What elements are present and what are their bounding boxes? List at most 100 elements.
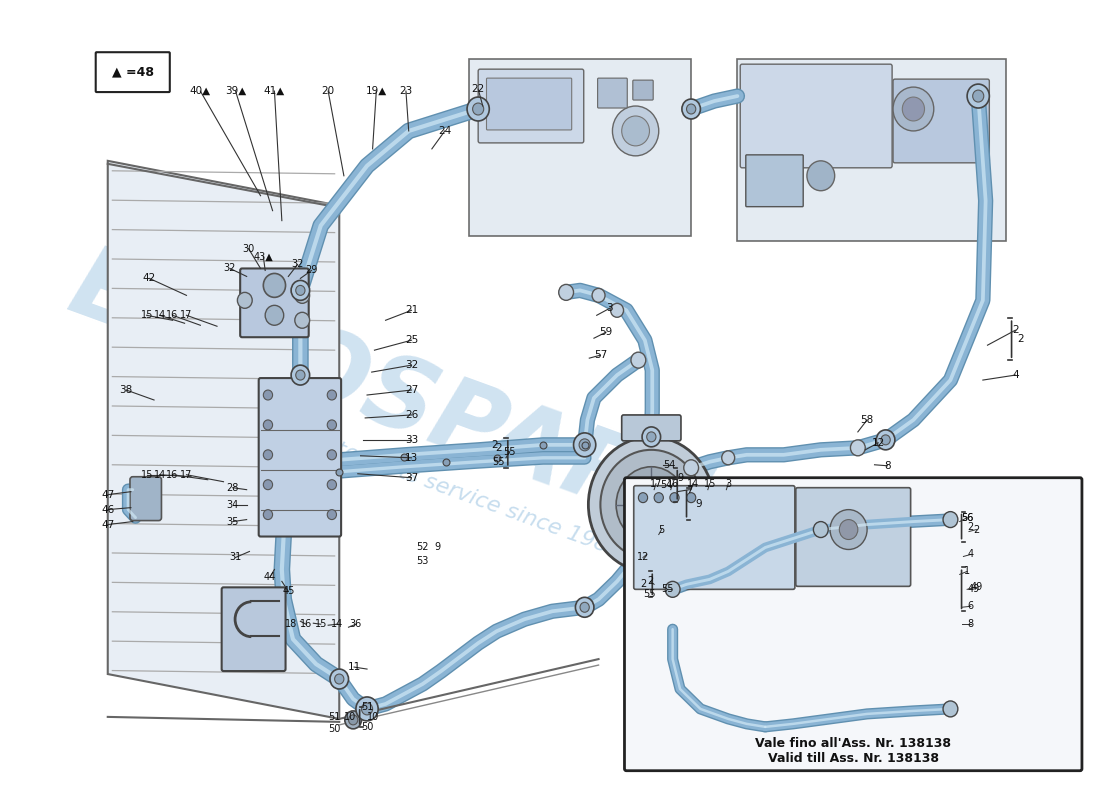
Text: 47: 47: [101, 519, 114, 530]
Text: 2: 2: [1018, 334, 1024, 344]
Polygon shape: [737, 59, 1006, 241]
Text: 6: 6: [968, 602, 974, 611]
Text: 55: 55: [661, 584, 673, 594]
Text: 2: 2: [974, 525, 979, 534]
Text: 25: 25: [405, 335, 418, 346]
Text: 39▲: 39▲: [224, 86, 246, 96]
Circle shape: [613, 106, 659, 156]
Text: EUROSPARES: EUROSPARES: [57, 238, 788, 582]
FancyBboxPatch shape: [740, 64, 892, 168]
Circle shape: [292, 365, 309, 385]
Circle shape: [638, 493, 648, 502]
Text: 1: 1: [964, 566, 970, 577]
FancyBboxPatch shape: [893, 79, 989, 163]
Circle shape: [943, 512, 958, 527]
FancyBboxPatch shape: [795, 488, 911, 586]
Text: 18: 18: [285, 619, 297, 630]
Circle shape: [468, 97, 490, 121]
FancyBboxPatch shape: [634, 486, 795, 590]
Text: 55: 55: [504, 447, 516, 457]
Text: 2: 2: [968, 522, 974, 531]
Circle shape: [902, 97, 924, 121]
Text: 14: 14: [331, 619, 343, 630]
Circle shape: [327, 390, 337, 400]
Text: 50: 50: [361, 722, 373, 732]
Circle shape: [621, 116, 649, 146]
Text: 12: 12: [637, 553, 649, 562]
Circle shape: [830, 510, 867, 550]
Text: 2: 2: [647, 576, 653, 586]
Text: 8: 8: [968, 619, 974, 630]
Circle shape: [943, 701, 958, 717]
Circle shape: [575, 598, 594, 618]
Circle shape: [682, 99, 701, 119]
Text: 41▲: 41▲: [264, 86, 285, 96]
FancyBboxPatch shape: [625, 478, 1082, 770]
Circle shape: [647, 432, 656, 442]
Text: 51: 51: [361, 702, 373, 712]
Text: 17: 17: [650, 478, 662, 489]
Text: 16: 16: [667, 478, 679, 489]
Text: 16: 16: [166, 470, 178, 480]
Circle shape: [654, 493, 663, 502]
FancyBboxPatch shape: [746, 155, 803, 206]
FancyBboxPatch shape: [632, 80, 653, 100]
Circle shape: [334, 674, 344, 684]
Circle shape: [362, 703, 373, 715]
Circle shape: [295, 287, 309, 303]
Text: 2: 2: [495, 443, 502, 453]
Circle shape: [265, 306, 284, 326]
Circle shape: [580, 602, 590, 612]
Circle shape: [292, 281, 309, 300]
Text: 44: 44: [264, 572, 276, 582]
Text: 40▲: 40▲: [190, 86, 211, 96]
Circle shape: [473, 103, 484, 115]
Circle shape: [327, 450, 337, 460]
Text: 2: 2: [492, 440, 498, 450]
Text: 22: 22: [472, 84, 485, 94]
Text: 42: 42: [143, 274, 156, 283]
Circle shape: [349, 715, 358, 725]
Text: 10: 10: [366, 712, 378, 722]
Text: 34: 34: [227, 500, 239, 510]
FancyBboxPatch shape: [130, 477, 162, 521]
Text: 49: 49: [968, 584, 980, 594]
Circle shape: [295, 312, 309, 328]
Circle shape: [263, 450, 273, 460]
Circle shape: [813, 522, 828, 538]
Text: 54: 54: [662, 460, 675, 470]
Circle shape: [967, 84, 989, 108]
Text: 12: 12: [871, 438, 884, 448]
Circle shape: [684, 460, 699, 476]
FancyBboxPatch shape: [621, 415, 681, 441]
Circle shape: [722, 451, 735, 465]
Circle shape: [686, 104, 696, 114]
Circle shape: [670, 493, 679, 502]
Text: 15: 15: [141, 470, 153, 480]
Circle shape: [263, 480, 273, 490]
FancyBboxPatch shape: [486, 78, 572, 130]
Text: 20: 20: [321, 86, 334, 96]
FancyBboxPatch shape: [258, 378, 341, 537]
Text: Vale fino all'Ass. Nr. 138138: Vale fino all'Ass. Nr. 138138: [756, 738, 952, 750]
Circle shape: [327, 510, 337, 519]
Text: 15: 15: [141, 310, 153, 320]
Text: 59: 59: [600, 327, 613, 338]
Circle shape: [635, 486, 668, 522]
Text: 46: 46: [101, 505, 114, 514]
FancyBboxPatch shape: [222, 587, 286, 671]
Circle shape: [263, 510, 273, 519]
Circle shape: [601, 450, 702, 559]
Text: 16: 16: [300, 619, 312, 630]
Circle shape: [616, 466, 686, 542]
Text: 30: 30: [242, 243, 254, 254]
Text: 9: 9: [695, 498, 702, 509]
Text: 29: 29: [306, 266, 318, 275]
Text: 19▲: 19▲: [365, 86, 387, 96]
Circle shape: [972, 90, 983, 102]
Text: 15: 15: [315, 619, 327, 630]
Circle shape: [573, 433, 596, 457]
Text: 10: 10: [344, 712, 356, 722]
Text: 32: 32: [223, 263, 236, 274]
Text: 9: 9: [676, 473, 683, 482]
